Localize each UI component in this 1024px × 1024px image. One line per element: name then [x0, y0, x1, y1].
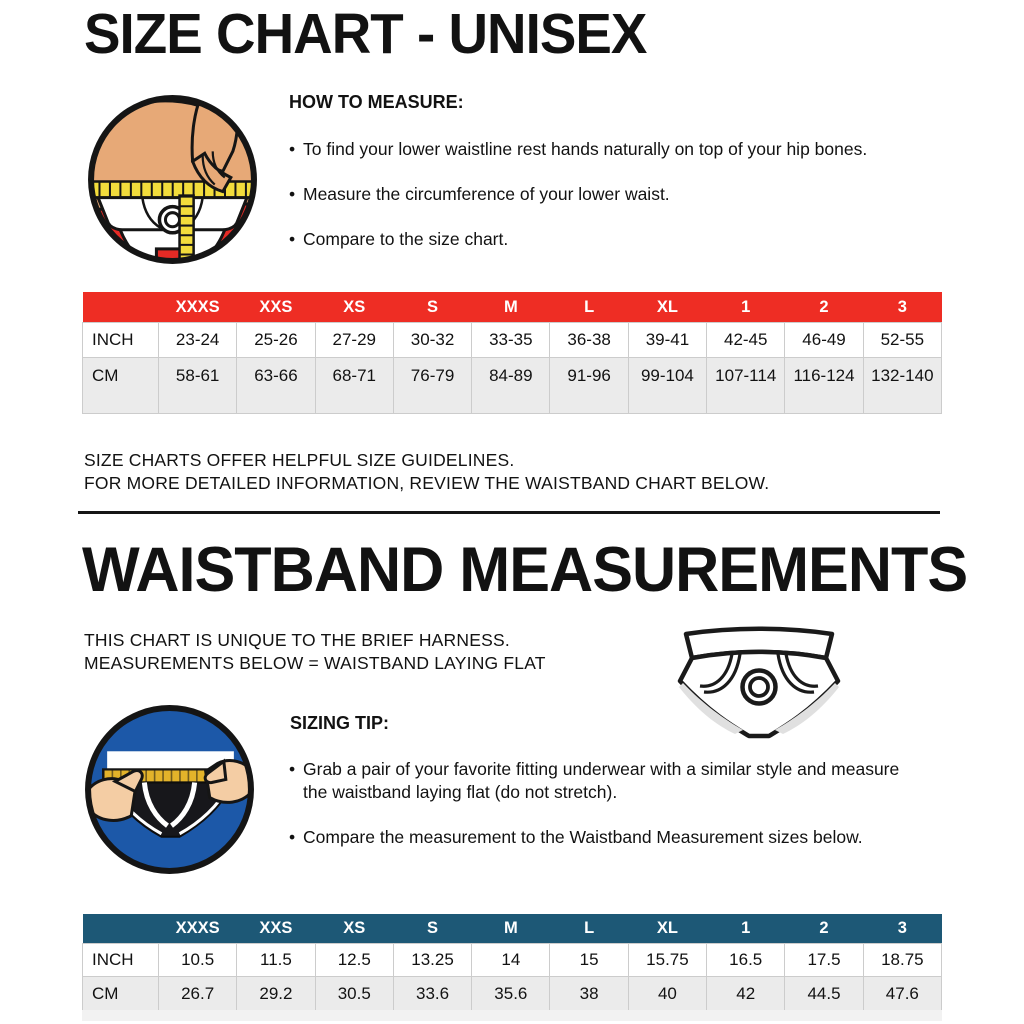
- size-column-header: XXXS: [158, 914, 237, 944]
- size-column-header: XXXS: [158, 292, 237, 323]
- size-value-cell: 10.5: [157, 943, 238, 977]
- size-value-cell: 44.5: [784, 976, 864, 1011]
- size-value-cell: 68-71: [314, 357, 394, 414]
- row-label: CM: [82, 976, 159, 1011]
- how-to-measure-heading: HOW TO MEASURE:: [289, 92, 464, 112]
- size-value-cell: 132-140: [862, 357, 943, 414]
- size-column-header: M: [471, 914, 550, 944]
- waistband-note-line-2: MEASUREMENTS BELOW = WAISTBAND LAYING FL…: [84, 652, 546, 673]
- waistband-title: WAISTBAND MEASUREMENTS: [82, 535, 968, 605]
- size-column-header: L: [549, 292, 629, 323]
- size-value-cell: 12.5: [314, 943, 394, 977]
- size-value-cell: 46-49: [784, 322, 864, 358]
- size-value-cell: 15.75: [627, 943, 708, 977]
- section-divider: [78, 511, 940, 514]
- measure-flat-icon: [85, 705, 254, 874]
- size-column-header: M: [471, 292, 550, 323]
- row-label: INCH: [82, 322, 159, 358]
- measurement-row-inch: INCH 23-24 25-26 27-29 30-32 33-35 36-38 39-41 4…: [82, 322, 943, 358]
- measure-waist-icon: [88, 95, 257, 264]
- row-label: CM: [82, 357, 159, 414]
- size-value-cell: 47.6: [862, 976, 943, 1011]
- size-column-header: XL: [628, 292, 707, 323]
- size-value-cell: 30-32: [392, 322, 473, 358]
- size-value-cell: 52-55: [862, 322, 943, 358]
- size-table-header-row: XXXS XXS XS S M L XL 1 2 3: [82, 292, 942, 323]
- measurement-row-inch: INCH 10.5 11.5 12.5 13.25 14 15 15.75 16.5 17.5 18…: [82, 943, 943, 977]
- size-value-cell: 17.5: [784, 943, 864, 977]
- size-column-header: 3: [863, 914, 942, 944]
- size-value-cell: 63-66: [236, 357, 316, 414]
- bullet-item: To find your lower waistline rest hands …: [288, 139, 968, 159]
- size-value-cell: 18.75: [862, 943, 943, 977]
- size-value-cell: 23-24: [157, 322, 238, 358]
- size-value-cell: 25-26: [236, 322, 316, 358]
- row-label: INCH: [82, 943, 159, 977]
- bullet-item: Compare the measurement to the Waistband…: [288, 826, 906, 849]
- size-value-cell: 15: [549, 943, 629, 977]
- size-value-cell: 13.25: [392, 943, 473, 977]
- size-value-cell: 27-29: [314, 322, 394, 358]
- size-column-header: 3: [863, 292, 942, 323]
- size-value-cell: 40: [627, 976, 708, 1011]
- size-value-cell: 91-96: [549, 357, 629, 414]
- size-column-header: XXS: [236, 292, 316, 323]
- size-value-cell: 29.2: [236, 976, 316, 1011]
- size-column-header: 1: [706, 914, 785, 944]
- table-bottom-strip: [82, 1010, 942, 1021]
- size-column-header: XXS: [236, 914, 316, 944]
- size-column-header: S: [393, 292, 472, 323]
- size-value-cell: 58-61: [157, 357, 238, 414]
- bullet-item: Measure the circumference of your lower …: [288, 184, 968, 204]
- measurement-row-cm: CM 58-61 63-66 68-71 76-79 84-89 91-96 99-104 10…: [82, 357, 943, 414]
- page-title: SIZE CHART - UNISEX: [84, 2, 647, 66]
- size-value-cell: 116-124: [784, 357, 864, 414]
- waistband-table: XXXS XXS XS S M L XL 1 2 3 INCH 10.5 11.5 12.5 13.25 1…: [82, 914, 943, 1011]
- size-column-header: S: [393, 914, 472, 944]
- size-value-cell: 16.5: [706, 943, 786, 977]
- brief-harness-icon: [677, 626, 841, 739]
- size-value-cell: 30.5: [314, 976, 394, 1011]
- guidelines-line-2: FOR MORE DETAILED INFORMATION, REVIEW TH…: [84, 472, 770, 493]
- size-column-header: XL: [628, 914, 707, 944]
- size-value-cell: 42-45: [706, 322, 786, 358]
- size-value-cell: 14: [471, 943, 551, 977]
- size-column-header: 1: [706, 292, 785, 323]
- guidelines-line-1: SIZE CHARTS OFFER HELPFUL SIZE GUIDELINE…: [84, 450, 515, 470]
- sizing-tip-heading: SIZING TIP:: [290, 713, 389, 733]
- size-value-cell: 76-79: [392, 357, 473, 414]
- size-value-cell: 39-41: [627, 322, 708, 358]
- size-column-header: XS: [315, 914, 394, 944]
- size-column-header: XS: [315, 292, 394, 323]
- size-value-cell: 36-38: [549, 322, 629, 358]
- size-value-cell: 84-89: [471, 357, 551, 414]
- sizing-tip-list: Grab a pair of your favorite fitting und…: [288, 758, 906, 871]
- size-value-cell: 107-114: [706, 357, 786, 414]
- size-chart-table: XXXS XXS XS S M L XL 1 2 3 INCH 23-24 25-26 27-29 30-…: [82, 292, 943, 414]
- size-column-header: L: [549, 914, 629, 944]
- how-to-measure-list: To find your lower waistline rest hands …: [288, 139, 968, 274]
- corner-cell: [82, 292, 159, 323]
- size-value-cell: 33.6: [392, 976, 473, 1011]
- size-value-cell: 26.7: [157, 976, 238, 1011]
- bullet-item: Grab a pair of your favorite fitting und…: [288, 758, 906, 804]
- bullet-item: Compare to the size chart.: [288, 229, 968, 249]
- waistband-note: THIS CHART IS UNIQUE TO THE BRIEF HARNES…: [84, 629, 546, 674]
- size-column-header: 2: [784, 914, 864, 944]
- size-value-cell: 99-104: [627, 357, 708, 414]
- size-value-cell: 35.6: [471, 976, 551, 1011]
- size-value-cell: 38: [549, 976, 629, 1011]
- guidelines-text: SIZE CHARTS OFFER HELPFUL SIZE GUIDELINE…: [84, 449, 769, 494]
- measurement-row-cm: CM 26.7 29.2 30.5 33.6 35.6 38 40 42 44.5 47.6: [82, 976, 943, 1011]
- waistband-note-line-1: THIS CHART IS UNIQUE TO THE BRIEF HARNES…: [84, 630, 510, 650]
- size-value-cell: 42: [706, 976, 786, 1011]
- corner-cell: [82, 914, 159, 944]
- size-value-cell: 33-35: [471, 322, 551, 358]
- size-value-cell: 11.5: [236, 943, 316, 977]
- size-column-header: 2: [784, 292, 864, 323]
- waistband-table-header-row: XXXS XXS XS S M L XL 1 2 3: [82, 914, 942, 944]
